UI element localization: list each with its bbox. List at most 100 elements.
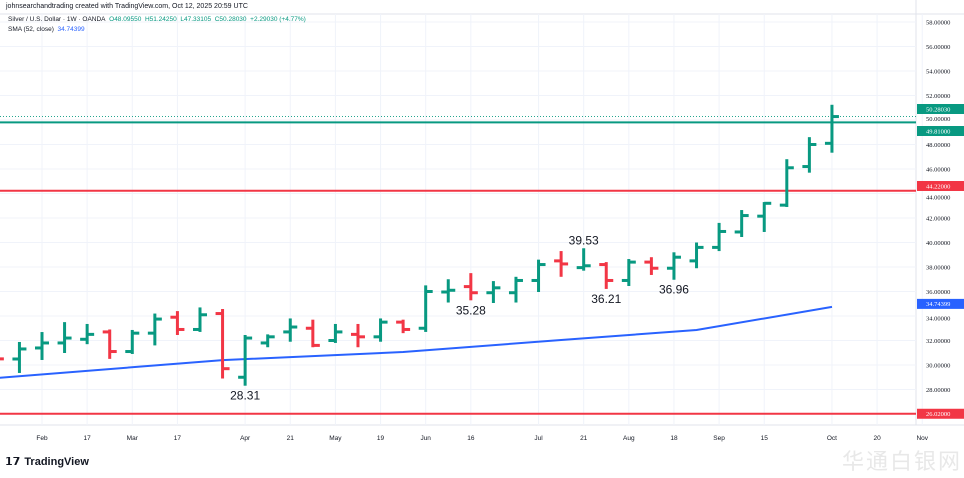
ohlc-bar — [80, 323, 95, 345]
tradingview-logo[interactable]: 𝟭𝟳 TradingView — [5, 455, 89, 469]
tradingview-logo-text: TradingView — [24, 455, 89, 468]
level-price-badge-bg — [917, 408, 964, 419]
time-tick-label: Sep — [713, 435, 725, 442]
ohlc-bar — [599, 262, 614, 289]
price-tick-label: 40.00000 — [926, 240, 950, 247]
chart-credit: johnsearchandtrading created with Tradin… — [6, 3, 248, 10]
price-annotation: 36.96 — [659, 283, 689, 297]
time-tick-label: 19 — [377, 435, 385, 442]
price-tick-label: 38.00000 — [926, 265, 950, 272]
ohlc-bar — [305, 319, 320, 348]
ohlc-bar — [35, 332, 49, 360]
ohlc-bar — [689, 242, 704, 269]
time-tick-label: 16 — [467, 435, 475, 442]
ohlc-bar — [350, 323, 365, 348]
time-tick-label: May — [329, 435, 342, 442]
time-tick-label: Nov — [916, 435, 928, 442]
ohlc-bar — [170, 311, 185, 335]
low-value: L47.33105 — [180, 16, 212, 23]
ohlc-bar — [418, 285, 433, 332]
ohlc-bar — [712, 222, 727, 252]
ohlc-bar — [147, 313, 162, 346]
ohlc-bar — [373, 318, 388, 342]
price-tick-label: 54.00000 — [926, 69, 950, 76]
price-tick-label: 52.00000 — [926, 93, 950, 100]
ohlc-bar — [757, 201, 772, 232]
time-tick-label: 21 — [287, 435, 295, 442]
ohlc-bar — [102, 329, 117, 359]
time-tick-label: 15 — [761, 435, 769, 442]
level-price-badge: 26.02000 — [926, 411, 950, 418]
ohlc-bar — [12, 341, 27, 373]
symbol-title: Silver / U.S. Dollar · 1W · OANDA — [8, 16, 106, 23]
sma-label: SMA (52, close) — [8, 26, 54, 33]
price-tick-label: 46.00000 — [926, 167, 950, 174]
ohlc-bar — [57, 322, 72, 353]
watermark: 华通白银网 — [842, 449, 963, 474]
last-price-badge-bg — [917, 104, 964, 114]
price-tick-label: 28.00000 — [926, 387, 950, 394]
time-tick-label: Mar — [127, 435, 139, 442]
time-tick-label: 17 — [174, 435, 182, 442]
sma-price-badge: 34.74399 — [926, 301, 950, 308]
time-tick-label: 21 — [580, 435, 588, 442]
last-price-badge: 50.28030 — [926, 106, 950, 113]
open-value: O48.09550 — [109, 16, 142, 23]
ohlc-bar — [666, 252, 681, 280]
ohlc-bar — [215, 309, 230, 379]
price-annotation: 28.31 — [230, 389, 260, 403]
close-value: C50.28030 — [214, 16, 247, 23]
price-tick-label: 32.00000 — [926, 338, 950, 345]
time-tick-label: Aug — [623, 435, 635, 442]
level-price-badge-bg — [917, 126, 964, 136]
ohlc-bar — [779, 159, 794, 207]
price-tick-label: 56.00000 — [926, 44, 950, 51]
price-tick-label: 50.00000 — [926, 116, 950, 123]
ohlc-bar — [260, 334, 275, 348]
price-annotation: 36.21 — [591, 292, 621, 306]
ohlc-bar — [328, 323, 343, 343]
price-tick-label: 44.00000 — [926, 195, 950, 202]
time-tick-label: Jul — [534, 435, 543, 442]
ohlc-bar — [0, 357, 4, 361]
ohlc-bar — [486, 281, 501, 304]
high-value: H51.24250 — [144, 16, 177, 23]
ohlc-bar — [125, 329, 140, 354]
sma-value: 34.74399 — [57, 26, 85, 33]
ohlc-bar — [824, 104, 839, 153]
price-tick-label: 30.00000 — [926, 363, 950, 370]
time-tick-label: 18 — [670, 435, 678, 442]
ohlc-bar — [621, 259, 636, 286]
time-tick-label: 20 — [873, 435, 881, 442]
ohlc-bar — [463, 273, 478, 301]
ohlc-bar — [802, 137, 817, 173]
ohlc-bar — [734, 210, 749, 237]
ohlc-bar — [508, 276, 523, 303]
change-value: +2.29030 (+4.77%) — [250, 16, 306, 23]
sma-legend: SMA (52, close) 34.74399 — [8, 26, 85, 33]
price-tick-label: 48.00000 — [926, 142, 950, 149]
time-tick-label: 17 — [84, 435, 92, 442]
time-tick-label: Feb — [36, 435, 48, 442]
symbol-legend: Silver / U.S. Dollar · 1W · OANDA O48.09… — [8, 16, 306, 23]
price-tick-label: 36.00000 — [926, 289, 950, 296]
tradingview-logo-icon: 𝟭𝟳 — [5, 456, 21, 468]
time-tick-label: Oct — [827, 435, 837, 442]
price-tick-label: 34.00000 — [926, 316, 950, 323]
price-tick-label: 58.00000 — [926, 20, 950, 27]
level-price-badge-bg — [917, 181, 964, 191]
ohlc-bar — [531, 259, 546, 292]
sma-line — [0, 305, 833, 379]
ohlc-bar — [441, 279, 456, 303]
level-price-badge: 44.22000 — [926, 183, 950, 190]
ohlc-bar — [238, 334, 253, 386]
time-tick-label: Jun — [420, 435, 431, 442]
price-annotation: 39.53 — [569, 233, 599, 247]
ohlc-bar — [576, 248, 591, 271]
price-annotation: 35.28 — [456, 303, 486, 317]
ohlc-bar — [396, 319, 411, 334]
ohlc-bar — [644, 257, 659, 275]
sma-price-badge-bg — [917, 298, 964, 309]
time-tick-label: Apr — [240, 435, 251, 442]
